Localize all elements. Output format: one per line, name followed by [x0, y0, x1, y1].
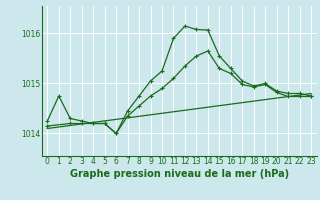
X-axis label: Graphe pression niveau de la mer (hPa): Graphe pression niveau de la mer (hPa): [70, 169, 289, 179]
